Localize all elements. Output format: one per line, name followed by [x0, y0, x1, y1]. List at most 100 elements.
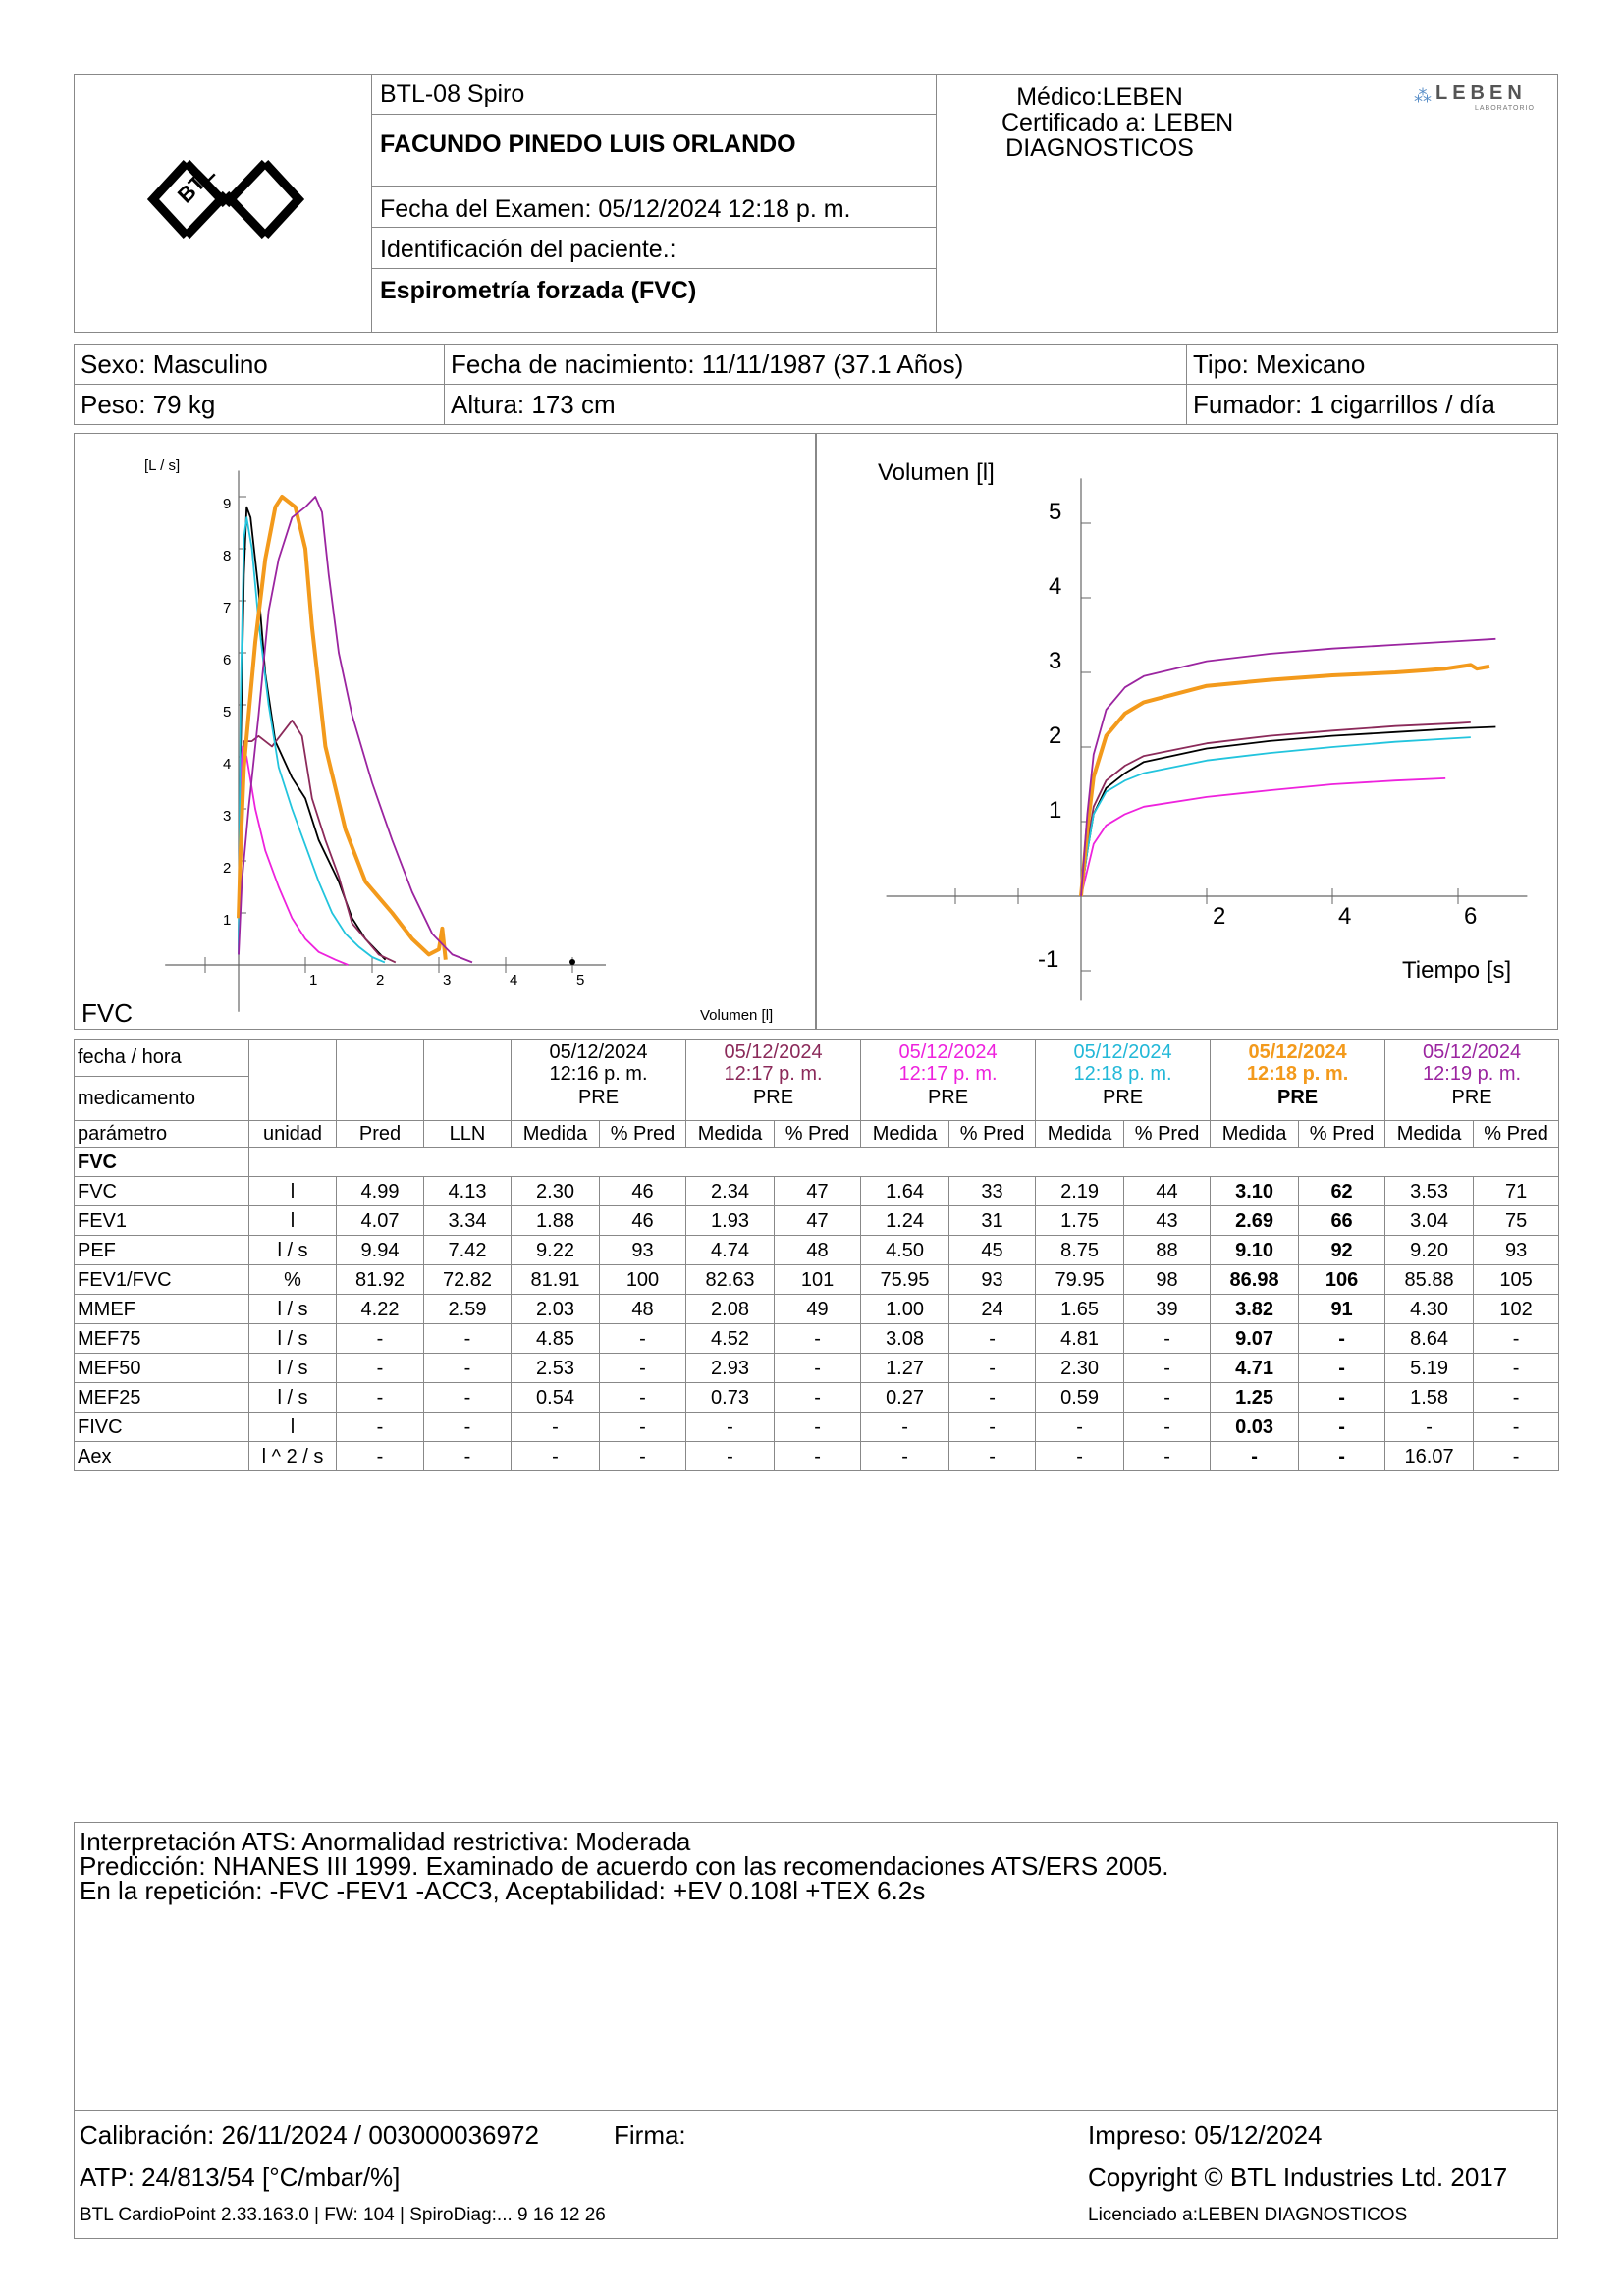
fv-series-3 [238, 745, 349, 966]
table-cell: 2.93 [685, 1353, 776, 1383]
fv-x-axis-label: Volumen [l] [700, 1007, 773, 1024]
column-header: Medida [1035, 1120, 1125, 1148]
table-cell: - [336, 1353, 424, 1383]
test-date: 05/12/2024 [724, 1041, 823, 1063]
column-header: Medida [511, 1120, 600, 1148]
table-cell: - [1210, 1441, 1300, 1471]
atp: ATP: 24/813/54 [°C/mbar/%] [80, 2163, 401, 2192]
table-cell: - [1123, 1323, 1212, 1354]
sex: Sexo: Masculino [74, 344, 445, 385]
table-cell: - [1123, 1353, 1212, 1383]
parameter-name: FEV1 [74, 1205, 249, 1236]
table-row: Aex l ^ 2 / s - - - - - - - - - - - -16.07- [74, 1441, 1560, 1471]
software-info: BTL CardioPoint 2.33.163.0 | FW: 104 | S… [80, 2205, 606, 2225]
table-cell: 92 [1298, 1235, 1386, 1265]
table-cell: 33 [948, 1176, 1037, 1206]
table-cell: l ^ 2 / s [248, 1441, 337, 1471]
vt-y-tick-label: 4 [1049, 573, 1061, 600]
table-row: MEF75 l / s - -4.85-4.52-3.08-4.81-9.07-8.6… [74, 1323, 1560, 1354]
table-cell: 2.03 [511, 1294, 600, 1324]
lab-logo-sub: LABORATORIO [1475, 105, 1535, 112]
fv-marker [569, 959, 575, 965]
column-header: % Pred [948, 1120, 1037, 1148]
table-cell: 98 [1123, 1264, 1212, 1295]
weight: Peso: 79 kg [74, 384, 445, 425]
table-cell: - [598, 1323, 687, 1354]
footer-box [74, 2110, 1558, 2239]
exam-date: Fecha del Examen: 05/12/2024 12:18 p. m. [372, 187, 936, 228]
fv-series-2 [238, 720, 397, 964]
column-header: % Pred [598, 1120, 687, 1148]
table-cell: 4.30 [1384, 1294, 1475, 1324]
table-cell: 2.19 [1035, 1176, 1125, 1206]
vt-x-tick-label: 4 [1338, 903, 1351, 930]
table-cell: 7.42 [423, 1235, 512, 1265]
header-info: BTL-08 Spiro FACUNDO PINEDO LUIS ORLANDO… [371, 74, 937, 333]
fv-series-6 [238, 496, 473, 964]
table-cell: 2.69 [1210, 1205, 1300, 1236]
table-cell: 85.88 [1384, 1264, 1475, 1295]
test-date: 05/12/2024 [1423, 1041, 1522, 1063]
table-cell: 46 [598, 1205, 687, 1236]
vt-y-tick-label: 2 [1049, 722, 1061, 749]
patient-name: FACUNDO PINEDO LUIS ORLANDO [372, 115, 936, 187]
table-cell: l [248, 1412, 337, 1442]
fv-x-tick-label: 3 [443, 972, 451, 988]
fv-y-tick-label: 5 [223, 704, 231, 721]
table-cell: 9.20 [1384, 1235, 1475, 1265]
table-cell: - [511, 1412, 600, 1442]
table-cell: 1.93 [685, 1205, 776, 1236]
smoker: Fumador: 1 cigarrillos / día [1186, 384, 1558, 425]
table-cell: - [948, 1382, 1037, 1413]
charts-divider [815, 433, 817, 1030]
table-cell: - [1473, 1441, 1560, 1471]
table-cell: l [248, 1205, 337, 1236]
table-cell: - [1123, 1382, 1212, 1413]
test-header-1: 05/12/2024 12:16 p. m. PRE [510, 1039, 687, 1121]
table-cell: 1.58 [1384, 1382, 1475, 1413]
fv-series-4 [238, 516, 386, 964]
test-medication: PRE [927, 1087, 969, 1108]
table-cell: 2.53 [511, 1353, 600, 1383]
column-header: % Pred [1123, 1120, 1212, 1148]
btl-logo: BTL [147, 159, 304, 240]
table-cell: 43 [1123, 1205, 1212, 1236]
table-cell: 45 [948, 1235, 1037, 1265]
interpretation-text: Interpretación ATS: Anormalidad restrict… [80, 1829, 1168, 1903]
table-cell: - [423, 1353, 512, 1383]
table-cell: 1.75 [1035, 1205, 1125, 1236]
table-cell: - [774, 1412, 862, 1442]
height: Altura: 173 cm [444, 384, 1187, 425]
column-header: % Pred [1298, 1120, 1386, 1148]
vt-y-tick-label: -1 [1038, 946, 1058, 973]
table-cell: l / s [248, 1353, 337, 1383]
table-row: FIVC l - - - - - - - - - -0.03- - - [74, 1412, 1560, 1442]
table-cell: 79.95 [1035, 1264, 1125, 1295]
test-medication: PRE [1451, 1087, 1492, 1108]
column-header: Medida [1210, 1120, 1300, 1148]
fv-y-tick-label: 9 [223, 496, 231, 512]
test-header-4: 05/12/2024 12:18 p. m. PRE [1035, 1039, 1212, 1121]
table-cell: 1.27 [860, 1353, 950, 1383]
table-cell: - [336, 1323, 424, 1354]
table-cell: - [774, 1382, 862, 1413]
table-cell: - [598, 1353, 687, 1383]
lab-logo-icon: ⁂ [1414, 86, 1432, 106]
table-cell: 24 [948, 1294, 1037, 1324]
table-cell: 91 [1298, 1294, 1386, 1324]
test-medication: PRE [577, 1087, 620, 1108]
table-row: MEF50 l / s - -2.53-2.93-1.27-2.30-4.71-5.1… [74, 1353, 1560, 1383]
test-header-6: 05/12/2024 12:19 p. m. PRE [1384, 1039, 1560, 1121]
table-cell: 4.74 [685, 1235, 776, 1265]
table-cell: 105 [1473, 1264, 1560, 1295]
table-cell: 0.59 [1035, 1382, 1125, 1413]
medicamento-label: medicamento [74, 1076, 249, 1121]
fecha-hora-label: fecha / hora [74, 1039, 249, 1077]
table-cell: 2.30 [511, 1176, 600, 1206]
table-cell: 1.00 [860, 1294, 950, 1324]
table-cell: 16.07 [1384, 1441, 1475, 1471]
fv-y-tick-label: 2 [223, 860, 231, 877]
table-cell: - [948, 1441, 1037, 1471]
table-row: MMEF l / s 4.22 2.59 2.03 48 2.08 49 1.00 24 1.65 3… [74, 1294, 1560, 1324]
table-cell: 4.99 [336, 1176, 424, 1206]
